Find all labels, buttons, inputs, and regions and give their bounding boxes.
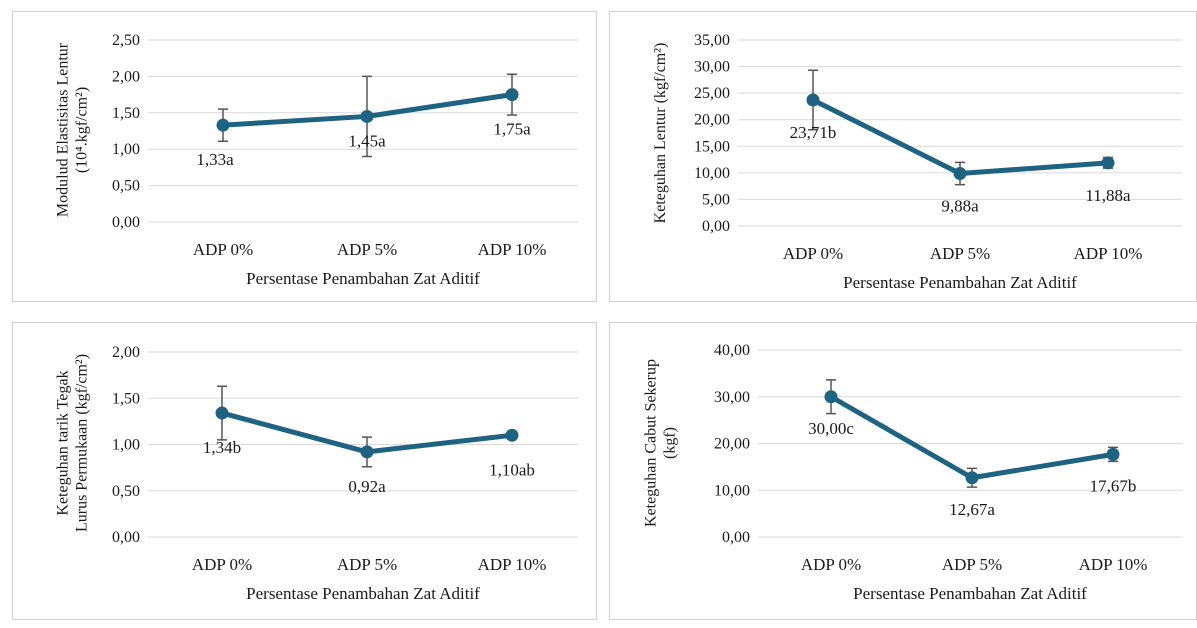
x-tick-label: ADP 0% (193, 240, 253, 259)
x-tick-label: ADP 0% (783, 244, 843, 263)
chart-modulus-elasticity: 0,00 0,50 1,00 1,50 2,00 2,50 ADP 0% ADP 5% ADP … (12, 11, 597, 302)
x-tick-label: ADP 5% (930, 244, 990, 263)
data-label: 23,71b (790, 123, 837, 142)
y-tick-label: 0,00 (702, 218, 730, 235)
data-label: 1,45a (348, 131, 386, 150)
chart-internal-bond: 0,00 0,50 1,00 1,50 2,00 ADP 0% ADP 5% ADP 10% P… (12, 322, 597, 620)
data-point (1101, 156, 1115, 170)
data-label: 11,88a (1085, 186, 1131, 205)
x-tick-label: ADP 10% (1074, 244, 1143, 263)
data-point (806, 93, 820, 107)
chart-panel-border (609, 11, 1197, 302)
data-point (360, 109, 374, 123)
data-point (215, 406, 229, 420)
data-label: 9,88a (941, 196, 979, 215)
x-tick-label: ADP 10% (478, 240, 547, 259)
x-tick-label: ADP 5% (337, 240, 397, 259)
y-tick-label: 1,50 (112, 105, 140, 122)
y-tick-label: 1,00 (112, 141, 140, 158)
y-axis-title: Modulud Elastisitas Lentur (10⁴.kgf/cm²) (55, 42, 91, 217)
y-tick-label: 20,00 (694, 112, 730, 129)
x-tick-label: ADP 10% (1079, 555, 1148, 574)
data-label: 1,33a (196, 150, 234, 169)
data-point (505, 88, 519, 102)
x-tick-label: ADP 5% (942, 555, 1002, 574)
y-tick-label: 0,50 (112, 483, 140, 500)
x-axis-title: Persentase Penambahan Zat Aditif (246, 584, 480, 603)
y-tick-label: 2,00 (112, 344, 140, 361)
data-label: 1,75a (493, 120, 531, 139)
y-tick-label: 10,00 (694, 165, 730, 182)
data-point (824, 390, 838, 404)
y-tick-label: 25,00 (694, 85, 730, 102)
y-tick-label: 30,00 (714, 389, 750, 406)
x-axis-title: Persentase Penambahan Zat Aditif (843, 273, 1077, 292)
y-tick-label: 2,00 (112, 68, 140, 85)
x-axis-title: Persentase Penambahan Zat Aditif (853, 584, 1087, 603)
data-point (1106, 447, 1120, 461)
data-point (360, 445, 374, 459)
chart-bending-strength: 0,00 5,00 10,00 15,00 20,00 25,00 30,00 35,00 AD… (609, 11, 1197, 302)
y-axis-title: Keteguhan tarik Tegak Lurus Permukaan (kg… (55, 354, 91, 532)
chart-panel-border (609, 322, 1197, 620)
data-point (216, 118, 230, 132)
chart-screw-withdrawal: 0,00 10,00 20,00 30,00 40,00 ADP 0% ADP 5% ADP … (609, 322, 1197, 620)
y-tick-label: 0,00 (722, 529, 750, 546)
y-tick-label: 2,50 (112, 32, 140, 49)
data-label: 0,92a (348, 477, 386, 496)
chart-panel-border (12, 322, 597, 620)
y-tick-label: 10,00 (714, 482, 750, 499)
data-label: 30,00c (808, 419, 854, 438)
data-label: 1,10ab (489, 460, 535, 479)
x-tick-label: ADP 0% (192, 555, 252, 574)
data-label: 1,34b (203, 438, 241, 457)
data-point (505, 428, 519, 442)
y-tick-label: 1,00 (112, 437, 140, 454)
y-tick-label: 1,50 (112, 390, 140, 407)
x-tick-label: ADP 5% (337, 555, 397, 574)
data-label: 12,67a (949, 500, 995, 519)
data-point (953, 166, 967, 180)
y-tick-label: 5,00 (702, 191, 730, 208)
y-tick-label: 20,00 (714, 436, 750, 453)
data-point (965, 471, 979, 485)
x-axis-title: Persentase Penambahan Zat Aditif (246, 269, 480, 288)
y-axis-title: Keteguhan Lentur (kgf/cm²) (652, 43, 669, 224)
chart-panel-border (12, 11, 597, 302)
y-tick-label: 30,00 (694, 59, 730, 76)
y-tick-label: 40,00 (714, 342, 750, 359)
y-tick-label: 0,00 (112, 529, 140, 546)
y-tick-label: 15,00 (694, 138, 730, 155)
y-tick-label: 35,00 (694, 32, 730, 49)
x-tick-label: ADP 10% (478, 555, 547, 574)
data-label: 17,67b (1090, 476, 1137, 495)
y-axis-title: Keteguhan Cabut Sekerup (kgf) (643, 359, 679, 527)
y-tick-label: 0,00 (112, 214, 140, 231)
y-tick-label: 0,50 (112, 178, 140, 195)
x-tick-label: ADP 0% (801, 555, 861, 574)
